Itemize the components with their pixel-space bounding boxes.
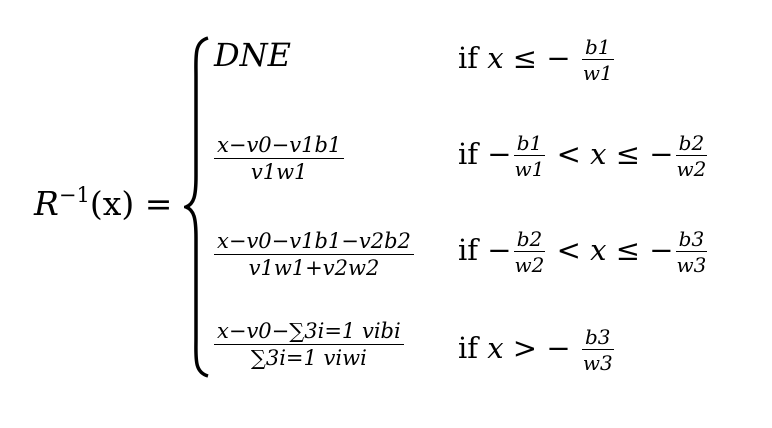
case-1-if: if: [458, 41, 479, 75]
case-2-expression: x−v0−v1b1 v1w1: [214, 133, 345, 185]
case-2-minus: −: [487, 137, 512, 171]
case-1-relation: x ≤ −: [487, 41, 571, 75]
case-4-expression: x−v0−∑3i=1 vibi ∑3i=1 viwi: [214, 319, 404, 371]
case-4-expr-den: ∑3i=1 viwi: [250, 346, 367, 371]
case-2-if: if: [458, 137, 479, 171]
case-3-relation: < x ≤ −: [556, 233, 674, 267]
case-4-condition: if x > − b3 w3: [458, 326, 616, 374]
case-2-expr-den: v1w1: [250, 160, 308, 185]
case-4-cond-fraction: b3 w3: [580, 326, 616, 374]
case-2-cond-num-1: b1: [513, 132, 546, 156]
case-2-condition: if − b1 w1 < x ≤ − b2 w2: [458, 132, 709, 180]
case-1-condition: if x ≤ − b1 w1: [458, 36, 616, 84]
case-2-expr-fraction: x−v0−v1b1 v1w1: [214, 133, 345, 185]
case-4-if: if: [458, 331, 479, 365]
case-4-cond-num: b3: [582, 326, 614, 350]
case-3-if: if: [458, 233, 479, 267]
case-3-cond-den-1: w2: [514, 253, 545, 277]
case-1-cond-fraction: b1 w1: [580, 36, 616, 84]
case-3-cond-num-1: b2: [513, 228, 546, 252]
case-4-cond-den: w3: [582, 351, 613, 375]
case-1-expr-text: DNE: [214, 36, 292, 74]
case-3-cond-fraction-1: b2 w2: [512, 228, 548, 276]
case-2-cond-num-2: b2: [675, 132, 708, 156]
case-2-relation: < x ≤ −: [556, 137, 674, 171]
case-3-cond-fraction-2: b3 w3: [674, 228, 710, 276]
case-1-cond-den: w1: [582, 61, 613, 85]
case-2-expr-num: x−v0−v1b1: [214, 133, 345, 160]
function-name: R: [34, 184, 59, 223]
case-4-expr-num: x−v0−∑3i=1 vibi: [214, 319, 404, 346]
case-4-relation: x > −: [487, 331, 571, 365]
case-3-expr-fraction: x−v0−v1b1−v2b2 v1w1+v2w2: [214, 229, 414, 281]
function-argument: (x): [89, 184, 135, 223]
case-3-expr-num: x−v0−v1b1−v2b2: [214, 229, 414, 256]
equals-sign: =: [144, 184, 173, 223]
case-3-cond-den-2: w3: [676, 253, 707, 277]
case-2-cond-den-1: w1: [514, 157, 545, 181]
case-1-expression: DNE: [214, 36, 291, 74]
case-2-cond-den-2: w2: [676, 157, 707, 181]
case-3-cond-num-2: b3: [675, 228, 708, 252]
case-2-cond-fraction-1: b1 w1: [512, 132, 548, 180]
case-3-expression: x−v0−v1b1−v2b2 v1w1+v2w2: [214, 229, 414, 281]
inverse-exponent: −1: [58, 183, 90, 207]
left-brace: [184, 36, 209, 378]
case-2-cond-fraction-2: b2 w2: [674, 132, 710, 180]
case-4-expr-fraction: x−v0−∑3i=1 vibi ∑3i=1 viwi: [214, 319, 404, 371]
case-3-minus: −: [487, 233, 512, 267]
case-3-expr-den: v1w1+v2w2: [248, 256, 380, 281]
case-3-condition: if − b2 w2 < x ≤ − b3 w3: [458, 228, 709, 276]
case-1-cond-num: b1: [582, 36, 614, 60]
equation-lhs: R−1(x) =: [34, 183, 173, 228]
